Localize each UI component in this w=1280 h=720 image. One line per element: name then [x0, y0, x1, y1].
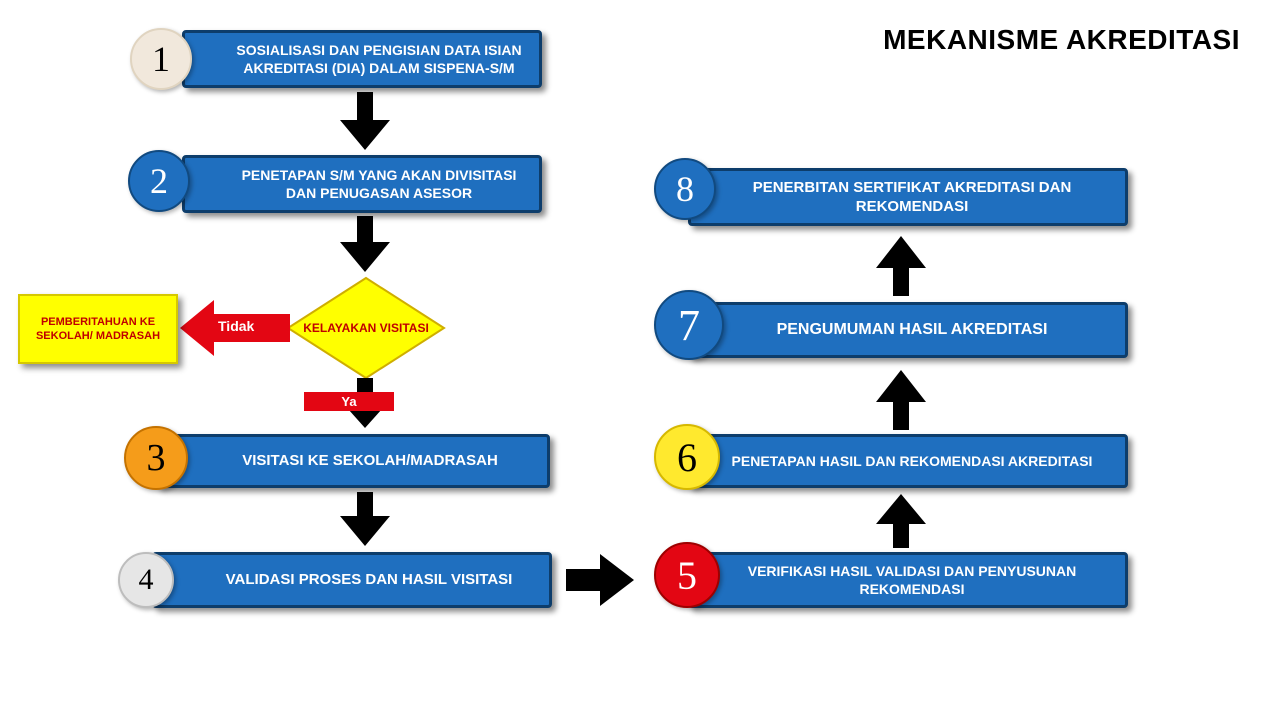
arrow-2-diamond [340, 216, 390, 274]
notify-text: PEMBERITAHUAN KE SEKOLAH/ MADRASAH [26, 315, 170, 344]
step-6-box: PENETAPAN HASIL DAN REKOMENDASI AKREDITA… [688, 434, 1128, 488]
step-1-circle: 1 [130, 28, 192, 90]
step-5-text: VERIFIKASI HASIL VALIDASI DAN PENYUSUNAN… [711, 562, 1113, 598]
step-1-text: SOSIALISASI DAN PENGISIAN DATA ISIAN AKR… [231, 41, 527, 77]
step-1-num: 1 [152, 38, 170, 80]
step-7-text: PENGUMUMAN HASIL AKREDITASI [777, 320, 1048, 341]
yes-label-box: Ya [304, 392, 394, 411]
step-8-num: 8 [676, 168, 694, 210]
step-3-box: VISITASI KE SEKOLAH/MADRASAH [156, 434, 550, 488]
arrow-4-5 [566, 554, 636, 606]
step-3-text: VISITASI KE SEKOLAH/MADRASAH [242, 451, 498, 471]
arrow-1-2 [340, 92, 390, 152]
step-1-box: SOSIALISASI DAN PENGISIAN DATA ISIAN AKR… [182, 30, 542, 88]
step-2-circle: 2 [128, 150, 190, 212]
step-4-num: 4 [139, 563, 154, 597]
step-6-text: PENETAPAN HASIL DAN REKOMENDASI AKREDITA… [732, 452, 1093, 470]
step-6-circle: 6 [654, 424, 720, 490]
step-8-text: PENERBITAN SERTIFIKAT AKREDITASI DAN REK… [711, 178, 1113, 217]
step-4-box: VALIDASI PROSES DAN HASIL VISITASI [152, 552, 552, 608]
step-3-circle: 3 [124, 426, 188, 490]
step-7-num: 7 [678, 300, 700, 351]
arrow-no: Tidak [180, 300, 290, 361]
step-2-num: 2 [150, 160, 168, 202]
step-2-box: PENETAPAN S/M YANG AKAN DIVISITASI DAN P… [182, 155, 542, 213]
step-3-num: 3 [147, 436, 166, 480]
step-7-circle: 7 [654, 290, 724, 360]
arrow-3-4 [340, 492, 390, 548]
step-6-num: 6 [677, 434, 697, 481]
no-label: Tidak [218, 318, 254, 334]
step-7-box: PENGUMUMAN HASIL AKREDITASI [688, 302, 1128, 358]
yes-label: Ya [341, 394, 356, 409]
notify-box: PEMBERITAHUAN KE SEKOLAH/ MADRASAH [18, 294, 178, 364]
decision-diamond: KELAYAKAN VISITASI [286, 276, 446, 380]
arrow-7-8 [876, 234, 926, 296]
step-2-text: PENETAPAN S/M YANG AKAN DIVISITASI DAN P… [231, 166, 527, 202]
step-5-num: 5 [677, 552, 697, 599]
step-4-text: VALIDASI PROSES DAN HASIL VISITASI [226, 570, 513, 590]
step-5-circle: 5 [654, 542, 720, 608]
page-title: MEKANISME AKREDITASI [883, 24, 1240, 56]
arrow-5-6 [876, 492, 926, 548]
decision-label: KELAYAKAN VISITASI [303, 321, 429, 335]
step-5-box: VERIFIKASI HASIL VALIDASI DAN PENYUSUNAN… [688, 552, 1128, 608]
step-4-circle: 4 [118, 552, 174, 608]
step-8-box: PENERBITAN SERTIFIKAT AKREDITASI DAN REK… [688, 168, 1128, 226]
arrow-6-7 [876, 368, 926, 430]
step-8-circle: 8 [654, 158, 716, 220]
